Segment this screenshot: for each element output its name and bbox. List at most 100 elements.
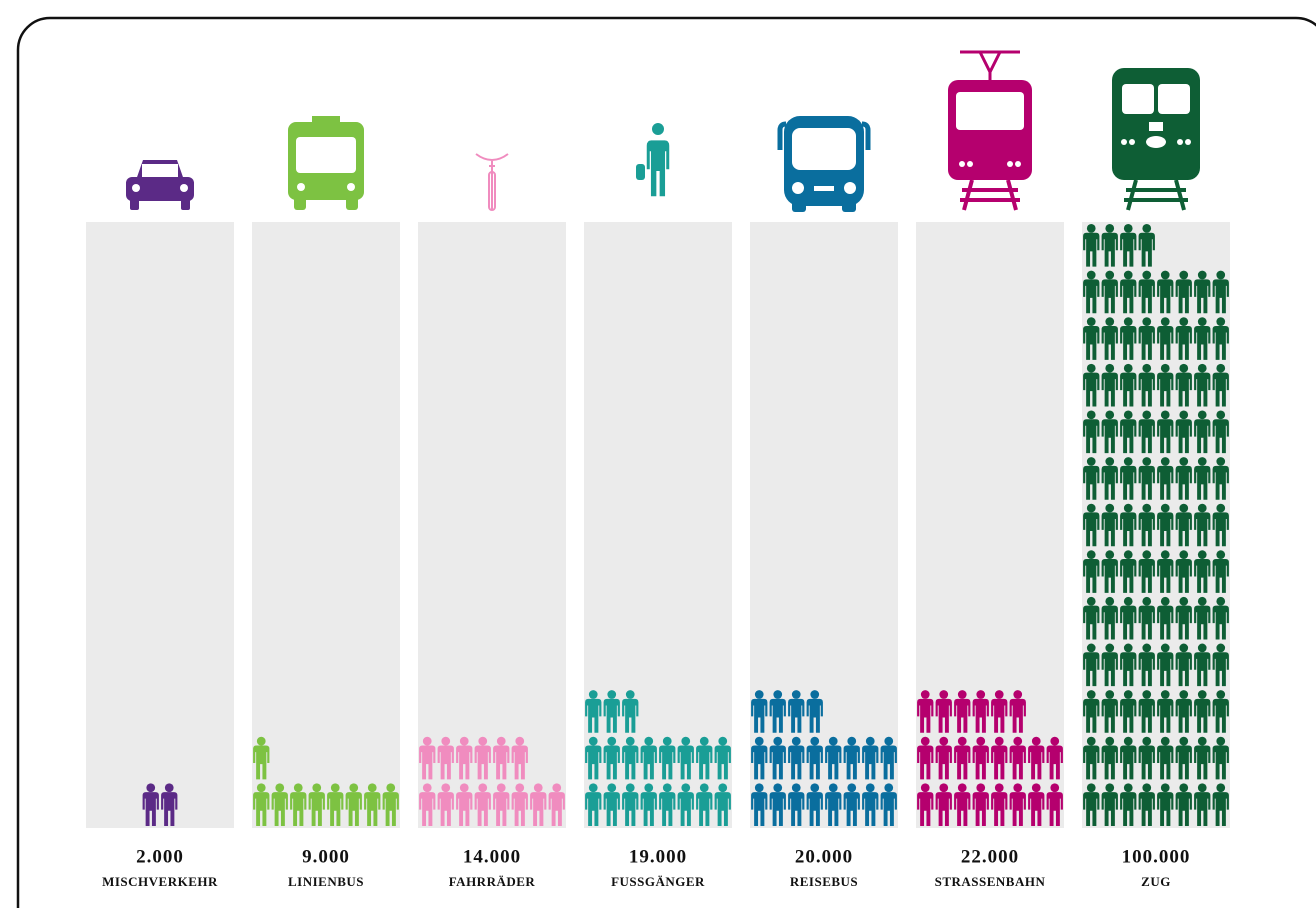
value-label: 19.000 [629,846,687,867]
person-head [1216,270,1226,280]
person-icon [1194,270,1211,314]
person-icon [1157,363,1174,407]
person-head [1105,457,1115,466]
category-label: MISCHVERKEHR [102,874,218,889]
person-body [1175,419,1192,454]
train-lamp [1146,136,1166,148]
person-body [1175,745,1192,780]
person-body [1138,372,1155,407]
person-icon [1194,410,1211,454]
person-body [972,698,989,733]
person-head [1086,317,1096,326]
person-head [1216,317,1226,326]
person-head [1179,783,1189,793]
person-icon [1212,783,1229,826]
person-head [939,783,949,793]
person-body [456,792,473,826]
person-head [1086,457,1096,466]
person-icon [917,690,934,733]
person-head [976,736,986,746]
person-body [659,745,676,780]
person-head [1197,783,1207,793]
person-body [972,745,989,780]
person-body [1194,512,1211,547]
column-bg [86,222,234,828]
person-head [791,690,801,699]
vehicle-icon [475,153,509,211]
person-body [1101,792,1118,826]
person-head [1142,224,1152,233]
person-body [622,792,639,826]
person-body [585,792,602,826]
person-icon [1009,690,1026,733]
vehicle-icon [777,116,871,212]
person-body [935,698,952,733]
person-icon [1212,550,1229,593]
person-head [976,783,986,793]
person-head [1179,736,1189,746]
person-icon [1212,363,1229,407]
person-body [1083,419,1100,454]
person-head [1160,690,1170,699]
person-icon [1157,317,1174,360]
person-head [1160,550,1170,560]
person-icon [1138,457,1155,500]
train-light [1129,139,1135,145]
person-body [1083,279,1100,314]
person-body [1157,559,1174,593]
person-icon [1120,270,1137,314]
person-head [1142,317,1152,326]
person-body [1138,465,1155,500]
person-head [1179,457,1189,466]
person-icon [714,783,731,826]
person-head [1086,270,1096,280]
person-icon [640,736,657,780]
person-body [1101,372,1118,407]
person-body [1138,419,1155,454]
person-icon [1138,410,1155,454]
person-body [954,792,971,826]
person-body [843,745,860,780]
person-icon [437,736,454,780]
person-body [788,792,805,826]
person-head [1197,690,1207,699]
person-head [1179,690,1189,699]
person-body [493,792,510,826]
person-head [1142,736,1152,746]
people-stack [419,736,565,826]
person-body [1157,325,1174,360]
person-icon [862,783,879,826]
person-body [1009,698,1026,733]
person-head [1105,596,1115,606]
person-head [1105,363,1115,373]
person-head [662,736,672,746]
person-head [1197,317,1207,326]
person-body [511,745,528,780]
person-icon [1138,503,1155,547]
person-body [1138,232,1155,267]
person-head [386,783,396,793]
person-head [939,736,949,746]
person-body [696,792,713,826]
person-icon [290,783,307,826]
person-icon [1212,270,1229,314]
person-icon [419,783,436,826]
person-head [1086,690,1096,699]
person-icon [640,783,657,826]
person-icon [493,736,510,780]
person-icon [511,736,528,780]
person-icon [1120,550,1137,593]
person-body [1212,465,1229,500]
person-head [1216,550,1226,560]
person-head [1123,783,1133,793]
person-icon [1083,410,1100,454]
person-body [1194,698,1211,733]
person-icon [327,783,344,826]
person-head [1050,783,1060,793]
person-body [954,745,971,780]
person-icon [603,690,620,733]
walker-bag [636,164,645,180]
person-body [696,745,713,780]
person-body [1028,792,1045,826]
